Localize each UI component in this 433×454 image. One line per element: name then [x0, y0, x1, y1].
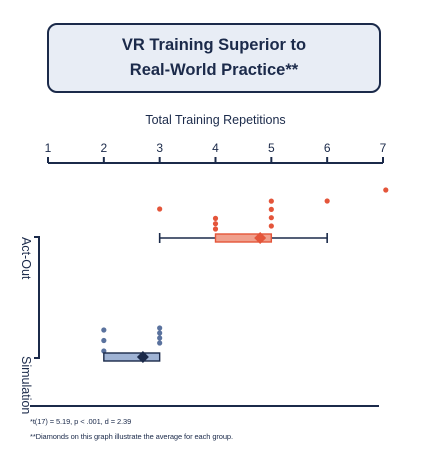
- act-out-data-point: [212, 221, 219, 227]
- act-out-data-point: [268, 206, 274, 212]
- chart-title-box: VR Training Superior to Real-World Pract…: [47, 23, 381, 93]
- x-tick-label-3: 3: [156, 141, 163, 155]
- act-out-box: [214, 233, 273, 243]
- simulation-mean-diamond: [136, 351, 149, 363]
- x-tick-label-5: 5: [268, 141, 275, 155]
- simulation-data-point: [101, 327, 107, 333]
- footnote-diamonds: **Diamonds on this graph illustrate the …: [30, 432, 233, 441]
- simulation-data-point: [101, 337, 107, 344]
- act-out-data-point: [268, 223, 274, 229]
- simulation-data-point: [157, 330, 163, 336]
- simulation-data-point: [157, 340, 163, 346]
- category-bracket: [34, 236, 40, 359]
- x-tick-label-7: 7: [380, 141, 387, 155]
- act-out-data-point: [324, 198, 330, 204]
- act-out-data-point: [268, 215, 274, 221]
- x-tick-label-4: 4: [212, 141, 219, 155]
- chart-title-line-1: VR Training Superior to: [121, 36, 307, 54]
- simulation-box: [103, 352, 161, 362]
- x-axis-label: Total Training Repetitions: [145, 113, 285, 127]
- chart-title-line-2: Real-World Practice**: [129, 61, 299, 79]
- act-out-data-point: [212, 215, 219, 221]
- x-tick-label-1: 1: [45, 141, 52, 155]
- simulation-category-label: Simulation: [19, 356, 33, 414]
- act-out-data-point: [383, 187, 389, 193]
- simulation-data-point: [101, 348, 107, 354]
- act-out-mean-diamond: [254, 232, 267, 244]
- act-out-data-point: [268, 198, 274, 204]
- act-out-category-label: Act-Out: [19, 237, 33, 280]
- footnote-statistics: *t(17) = 5.19, p < .001, d = 2.39: [30, 417, 132, 426]
- act-out-data-point: [157, 206, 163, 212]
- simulation-data-point: [157, 325, 163, 331]
- act-out-data-point: [212, 226, 219, 232]
- x-tick-label-6: 6: [324, 141, 331, 155]
- x-tick-label-2: 2: [100, 141, 107, 155]
- simulation-data-point: [157, 335, 163, 341]
